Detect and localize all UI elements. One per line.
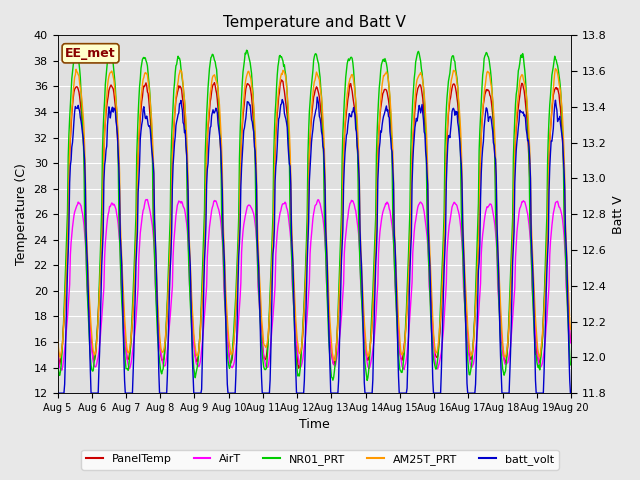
- Y-axis label: Temperature (C): Temperature (C): [15, 163, 28, 265]
- AM25T_PRT: [195, 348, 203, 354]
- batt_volt: [116, 189, 124, 195]
- AM25T_PRT: [54, 336, 61, 342]
- Line: batt_volt: batt_volt: [58, 97, 570, 393]
- X-axis label: Time: Time: [299, 419, 330, 432]
- AM25T_PRT: [377, 98, 385, 104]
- batt_volt: [314, 94, 321, 100]
- AM25T_PRT: [392, 256, 399, 262]
- AM25T_PRT: [116, 170, 124, 176]
- NR01_PRT: [392, 308, 400, 314]
- PanelTemp: [566, 339, 574, 345]
- NR01_PRT: [378, 62, 385, 68]
- Title: Temperature and Batt V: Temperature and Batt V: [223, 15, 406, 30]
- AM25T_PRT: [566, 326, 574, 332]
- AirT: [63, 314, 71, 320]
- Text: EE_met: EE_met: [65, 47, 116, 60]
- batt_volt: [195, 390, 203, 396]
- batt_volt: [566, 390, 574, 396]
- PanelTemp: [168, 175, 175, 181]
- Line: PanelTemp: PanelTemp: [58, 80, 570, 368]
- batt_volt: [54, 390, 61, 396]
- AirT: [169, 253, 177, 259]
- NR01_PRT: [116, 259, 124, 265]
- batt_volt: [392, 259, 399, 265]
- AM25T_PRT: [331, 358, 339, 363]
- Y-axis label: Batt V: Batt V: [612, 195, 625, 234]
- batt_volt: [377, 128, 385, 134]
- PanelTemp: [378, 100, 385, 106]
- batt_volt: [168, 229, 175, 235]
- AirT: [116, 250, 124, 255]
- AirT: [54, 350, 61, 356]
- AirT: [58, 367, 66, 373]
- NR01_PRT: [364, 378, 371, 384]
- NR01_PRT: [106, 44, 114, 50]
- NR01_PRT: [196, 340, 204, 346]
- PanelTemp: [392, 292, 400, 298]
- PanelTemp: [195, 347, 203, 353]
- PanelTemp: [278, 77, 285, 83]
- Line: AM25T_PRT: AM25T_PRT: [58, 69, 570, 360]
- AM25T_PRT: [168, 181, 175, 187]
- AirT: [392, 306, 400, 312]
- AirT: [196, 359, 204, 365]
- NR01_PRT: [168, 117, 176, 122]
- PanelTemp: [116, 218, 124, 224]
- PanelTemp: [63, 259, 70, 264]
- NR01_PRT: [566, 362, 574, 368]
- Line: NR01_PRT: NR01_PRT: [58, 47, 570, 381]
- AirT: [566, 340, 574, 346]
- AM25T_PRT: [552, 66, 559, 72]
- AirT: [378, 217, 385, 223]
- AirT: [143, 197, 151, 203]
- NR01_PRT: [54, 359, 61, 364]
- batt_volt: [63, 293, 70, 299]
- PanelTemp: [54, 346, 61, 352]
- PanelTemp: [295, 365, 303, 371]
- Legend: PanelTemp, AirT, NR01_PRT, AM25T_PRT, batt_volt: PanelTemp, AirT, NR01_PRT, AM25T_PRT, ba…: [81, 450, 559, 469]
- Line: AirT: AirT: [58, 200, 570, 370]
- AM25T_PRT: [63, 258, 70, 264]
- NR01_PRT: [63, 227, 70, 232]
